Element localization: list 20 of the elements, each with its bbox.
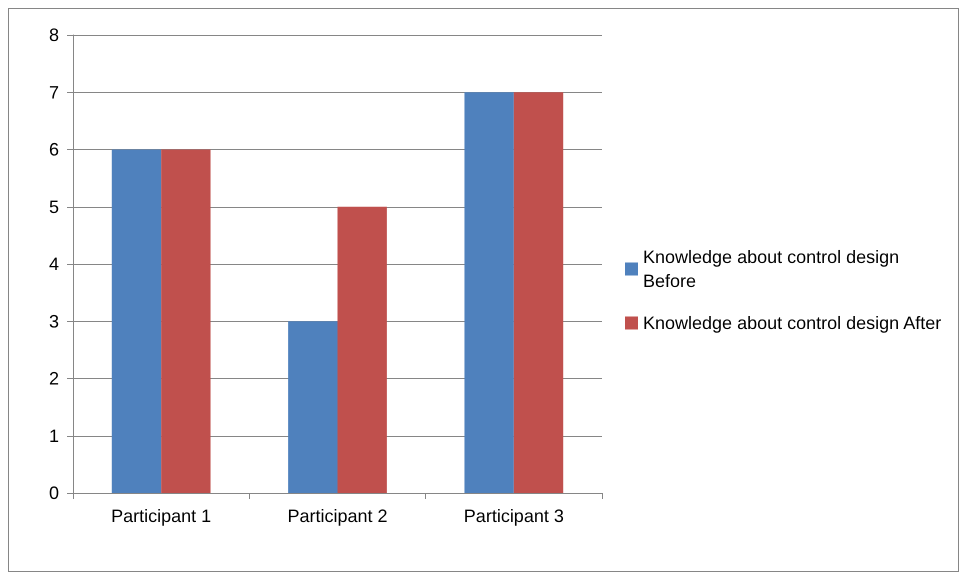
y-tick-label: 6	[48, 140, 59, 160]
bar	[338, 206, 387, 493]
legend-label: Knowledge about control design Before	[643, 247, 904, 291]
y-tick-label: 7	[48, 82, 59, 102]
y-tick-label: 3	[48, 311, 59, 332]
x-tick-label: Participant 3	[464, 506, 564, 526]
y-tick-label: 5	[48, 196, 59, 217]
bar	[464, 92, 514, 493]
y-tick-label: 2	[48, 368, 59, 388]
x-tick-label: Participant 1	[111, 506, 212, 526]
y-tick-label: 0	[48, 483, 59, 503]
bar	[112, 150, 162, 493]
y-tick-label: 8	[48, 25, 59, 45]
y-tick-label: 4	[48, 254, 59, 274]
x-tick-label: Participant 2	[287, 506, 388, 526]
y-tick-label: 1	[48, 426, 59, 446]
legend-label: Knowledge about control design After	[643, 313, 942, 333]
bar	[288, 321, 338, 493]
bar	[161, 150, 211, 493]
bar	[514, 92, 564, 493]
